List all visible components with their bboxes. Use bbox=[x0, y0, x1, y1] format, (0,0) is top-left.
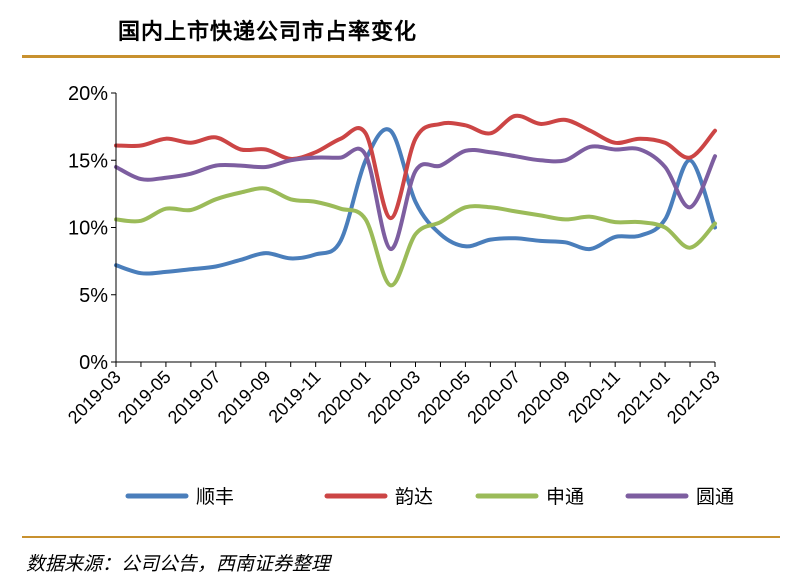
y-tick-label: 5% bbox=[79, 285, 108, 307]
top-divider bbox=[22, 55, 780, 58]
x-tick-label: 2021-01 bbox=[613, 367, 674, 428]
x-tick-label: 2020-05 bbox=[413, 367, 474, 428]
x-axis: 2019-032019-052019-072019-092019-112020-… bbox=[64, 361, 724, 428]
y-axis: 0% 5% 10% 15% 20% bbox=[68, 83, 117, 374]
y-tick-label: 10% bbox=[68, 218, 108, 240]
x-tick-label: 2019-11 bbox=[265, 367, 325, 427]
x-tick-label: 2019-05 bbox=[114, 367, 175, 428]
series-line-3 bbox=[114, 186, 717, 288]
x-tick-label: 2020-07 bbox=[463, 367, 524, 428]
x-tick-label: 2019-09 bbox=[214, 367, 275, 428]
legend-label: 圆通 bbox=[696, 486, 734, 508]
x-tick-label: 2019-03 bbox=[64, 367, 125, 428]
series-lines bbox=[114, 113, 717, 288]
legend-label: 申通 bbox=[546, 486, 584, 508]
x-tick-label: 2019-07 bbox=[164, 367, 225, 428]
series-line-4 bbox=[114, 144, 717, 252]
legend-label: 顺丰 bbox=[196, 486, 234, 508]
bottom-divider bbox=[22, 536, 780, 538]
source-note: 数据来源：公司公告，西南证券整理 bbox=[26, 553, 331, 575]
page-title: 国内上市快递公司市占率变化 bbox=[118, 20, 418, 45]
series-line-1 bbox=[114, 127, 717, 276]
x-tick-label: 2021-03 bbox=[663, 367, 724, 428]
x-tick-label: 2020-03 bbox=[363, 367, 424, 428]
x-tick-label: 2020-01 bbox=[314, 367, 375, 428]
x-tick-label: 2020-11 bbox=[564, 367, 624, 427]
legend-label: 韵达 bbox=[395, 486, 433, 508]
y-tick-label: 0% bbox=[79, 352, 108, 374]
series-line-2 bbox=[114, 113, 717, 221]
x-tick-label: 2020-09 bbox=[513, 367, 574, 428]
y-tick-label: 20% bbox=[68, 83, 108, 105]
y-tick-label: 15% bbox=[68, 150, 108, 172]
legend: 顺丰 韵达 申通 圆通 bbox=[125, 486, 734, 508]
